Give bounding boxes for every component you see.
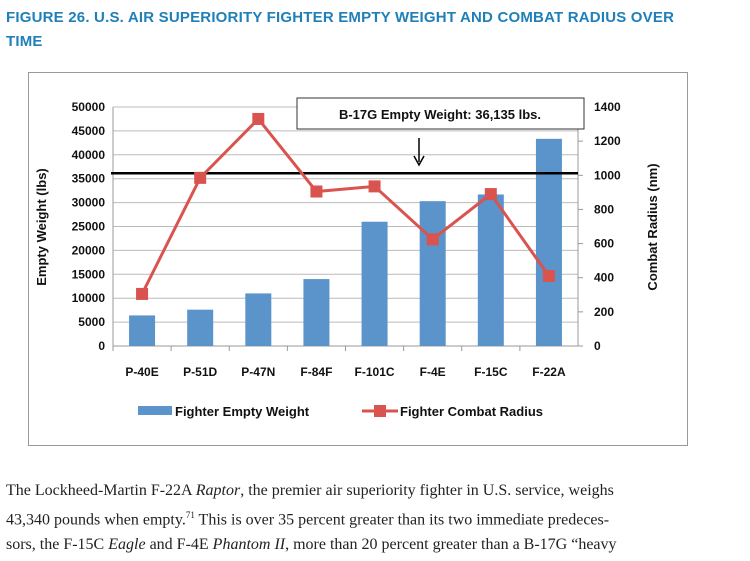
marker-p-40e	[136, 287, 149, 300]
text-line: The Lockheed-Martin F-22A Raptor, the pr…	[6, 478, 746, 503]
x-tick-label: P-51D	[183, 365, 217, 379]
y2-tick-label: 200	[594, 305, 614, 319]
y-tick-label: 0	[98, 339, 105, 353]
text-line: sors, the F-15C Eagle and F-4E Phantom I…	[6, 532, 746, 557]
y2-axis-title: Combat Radius (nm)	[645, 163, 660, 290]
y2-tick-label: 1400	[594, 100, 621, 114]
text-segment: sors, the F-15C	[6, 536, 109, 554]
legend-swatch-radius-marker	[374, 405, 386, 417]
x-tick-label: F-4E	[420, 365, 446, 379]
y2-tick-label: 1200	[594, 134, 621, 148]
bar-p-47n	[245, 293, 272, 346]
legend-label-radius: Fighter Combat Radius	[400, 404, 543, 419]
y2-tick-label: 800	[594, 202, 614, 216]
marker-f-15c	[484, 188, 497, 201]
text-segment: The Lockheed-Martin F-22A	[6, 482, 196, 499]
x-tick-label: F-22A	[532, 365, 566, 379]
marker-p-51d	[194, 171, 207, 184]
arrow-head	[413, 155, 425, 167]
bar-p-51d	[187, 309, 214, 346]
text-line: 43,340 pounds when empty.71 This is over…	[6, 503, 746, 532]
bar-f-84f	[303, 279, 330, 346]
x-tick-label: P-47N	[241, 365, 275, 379]
y-tick-label: 40000	[72, 148, 106, 162]
bar-f-4e	[419, 201, 446, 346]
bar-p-40e	[129, 315, 156, 346]
line-combat-radius	[140, 116, 551, 295]
text-segment: Phantom II	[212, 536, 286, 554]
y2-tick-label: 600	[594, 237, 614, 251]
bar-f-22a	[535, 138, 562, 346]
y-tick-label: 35000	[72, 172, 106, 186]
y-tick-label: 30000	[72, 196, 106, 210]
marker-f-101c	[368, 180, 381, 193]
x-tick-label: F-84F	[300, 365, 332, 379]
y2-tick-label: 1000	[594, 168, 621, 182]
y2-tick-label: 0	[594, 339, 601, 353]
y-tick-label: 20000	[72, 243, 106, 257]
x-tick-label: F-101C	[355, 365, 395, 379]
marker-f-4e	[426, 233, 439, 246]
figure-title: FIGURE 26. U.S. AIR SUPERIORITY FIGHTER …	[6, 9, 675, 50]
y-tick-label: 45000	[72, 124, 106, 138]
bar-f-15c	[477, 194, 504, 346]
bar-f-101c	[361, 221, 388, 346]
y-tick-label: 25000	[72, 220, 106, 234]
reference-label-box	[296, 97, 585, 130]
x-tick-label: F-15C	[474, 365, 508, 379]
text-segment: , more than 20 percent greater than a B-…	[285, 536, 617, 554]
text-segment: This is over 35 percent greater than its…	[194, 511, 610, 529]
y-tick-label: 50000	[72, 100, 106, 114]
reference-label: B-17G Empty Weight: 36,135 lbs.	[339, 107, 541, 122]
text-segment: Raptor	[195, 482, 241, 499]
text-segment: 43,340 pounds when empty.	[6, 511, 186, 529]
marker-f-84f	[310, 185, 323, 198]
text-segment: Eagle	[108, 536, 146, 554]
legend-swatch-weight	[138, 406, 172, 415]
text-segment: and F-4E	[145, 536, 213, 554]
marker-p-47n	[252, 112, 265, 125]
text-segment: , the premier air superiority fighter in…	[240, 482, 614, 499]
y2-tick-label: 400	[594, 271, 614, 285]
chart-frame	[28, 72, 688, 446]
body-paragraph: The Lockheed-Martin F-22A Raptor, the pr…	[6, 478, 746, 557]
legend-label-weight: Fighter Empty Weight	[175, 404, 310, 419]
y-tick-label: 15000	[72, 267, 106, 281]
marker-f-22a	[542, 270, 555, 283]
y-tick-label: 10000	[72, 291, 106, 305]
text-segment: 71	[185, 510, 195, 520]
combo-chart: 0500010000150002000025000300003500040000…	[34, 97, 660, 419]
y-tick-label: 5000	[78, 315, 105, 329]
y-axis-title: Empty Weight (lbs)	[34, 168, 49, 285]
x-tick-label: P-40E	[125, 365, 158, 379]
